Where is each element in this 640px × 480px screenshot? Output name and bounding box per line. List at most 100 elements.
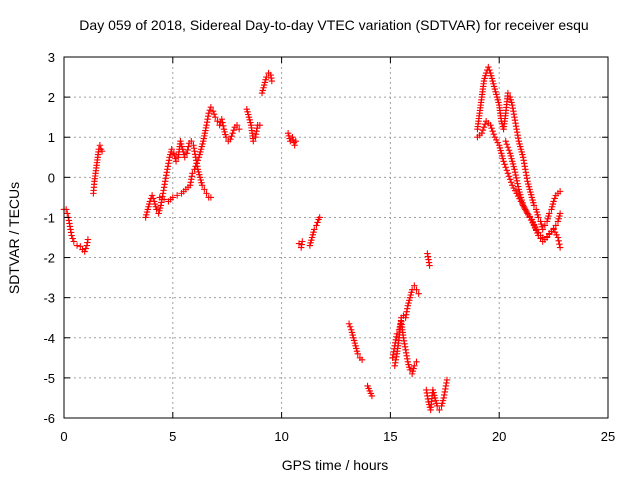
data-point bbox=[153, 206, 160, 213]
data-point bbox=[250, 138, 257, 145]
data-point bbox=[235, 126, 243, 133]
data-point bbox=[443, 376, 451, 384]
data-point bbox=[556, 240, 563, 248]
data-point bbox=[230, 127, 237, 134]
data-point bbox=[68, 232, 75, 239]
data-point bbox=[556, 210, 564, 217]
data-point bbox=[150, 195, 157, 202]
data-point bbox=[81, 248, 88, 255]
y-tick-label: -3 bbox=[43, 291, 55, 306]
data-point bbox=[535, 214, 542, 221]
data-point bbox=[84, 236, 92, 243]
data-point bbox=[206, 106, 213, 114]
data-point bbox=[556, 244, 564, 251]
data-point bbox=[169, 194, 176, 201]
data-point bbox=[184, 146, 191, 154]
data-point bbox=[546, 210, 553, 217]
data-point bbox=[504, 144, 512, 151]
plot-frame bbox=[63, 56, 609, 419]
data-point bbox=[219, 119, 226, 126]
x-tick-label: 0 bbox=[60, 429, 67, 444]
data-point bbox=[500, 158, 507, 165]
data-point bbox=[194, 157, 202, 164]
data-point bbox=[368, 392, 376, 400]
data-points bbox=[60, 63, 564, 414]
y-tick-label: 0 bbox=[48, 170, 55, 185]
y-tick-label: 2 bbox=[48, 90, 55, 105]
data-point bbox=[486, 66, 493, 74]
data-point bbox=[488, 124, 495, 132]
data-point bbox=[148, 192, 156, 199]
data-point bbox=[413, 286, 420, 293]
data-point bbox=[160, 196, 168, 203]
data-point bbox=[181, 154, 188, 161]
data-point bbox=[530, 202, 538, 209]
data-point bbox=[183, 150, 191, 157]
y-axis-label: SDTVAR / TECUs bbox=[6, 182, 22, 294]
data-point bbox=[222, 134, 230, 141]
data-point bbox=[314, 219, 321, 226]
data-point bbox=[554, 234, 562, 241]
data-point bbox=[291, 142, 298, 149]
data-point bbox=[505, 147, 513, 154]
data-point bbox=[299, 238, 306, 245]
data-point bbox=[346, 323, 354, 330]
x-axis-ticks: 0 5 10 15 20 25 bbox=[60, 57, 615, 444]
data-point bbox=[203, 190, 210, 197]
data-point bbox=[504, 89, 512, 97]
data-point bbox=[207, 194, 215, 201]
data-point bbox=[514, 180, 521, 187]
data-point bbox=[73, 242, 81, 249]
data-point bbox=[168, 146, 175, 153]
data-point bbox=[507, 179, 515, 186]
data-point bbox=[354, 350, 361, 358]
data-point bbox=[503, 167, 511, 174]
data-point bbox=[209, 107, 217, 115]
chart-title: Day 059 of 2018, Sidereal Day-to-day VTE… bbox=[79, 17, 588, 33]
data-point bbox=[505, 173, 513, 180]
data-point bbox=[256, 121, 264, 129]
data-point bbox=[358, 356, 366, 364]
data-point bbox=[227, 136, 234, 143]
data-point bbox=[502, 138, 509, 145]
data-point bbox=[511, 166, 518, 173]
data-point bbox=[201, 186, 208, 193]
data-point bbox=[550, 198, 557, 205]
data-point bbox=[406, 366, 414, 374]
x-tick-label: 10 bbox=[274, 429, 288, 444]
x-tick-label: 5 bbox=[169, 429, 176, 444]
y-tick-label: 3 bbox=[48, 50, 55, 65]
data-point bbox=[292, 138, 299, 145]
data-point bbox=[96, 142, 104, 149]
data-point bbox=[185, 143, 192, 150]
data-point bbox=[541, 222, 549, 229]
data-point bbox=[504, 170, 512, 177]
data-point bbox=[512, 171, 519, 179]
x-tick-label: 15 bbox=[383, 429, 397, 444]
data-point bbox=[189, 170, 196, 177]
x-tick-label: 25 bbox=[601, 429, 615, 444]
data-point bbox=[411, 282, 418, 289]
y-tick-label: -6 bbox=[43, 411, 55, 426]
data-point bbox=[487, 121, 494, 129]
data-point bbox=[220, 122, 227, 130]
data-point bbox=[556, 188, 564, 195]
data-point bbox=[295, 240, 303, 247]
data-point bbox=[479, 127, 487, 134]
y-axis-ticks: -6 -5 -4 -3 -2 -1 0 1 2 3 bbox=[43, 50, 608, 426]
data-point bbox=[415, 290, 422, 297]
data-point bbox=[263, 73, 270, 81]
data-point bbox=[172, 158, 180, 165]
data-point bbox=[413, 358, 420, 366]
data-point bbox=[207, 103, 215, 111]
data-point bbox=[191, 166, 198, 173]
data-point bbox=[212, 113, 219, 121]
data-point bbox=[552, 222, 559, 229]
data-point bbox=[436, 406, 443, 414]
data-point bbox=[480, 123, 488, 131]
y-tick-label: -4 bbox=[43, 331, 55, 346]
data-point bbox=[192, 163, 199, 170]
data-point bbox=[156, 194, 163, 201]
data-point bbox=[205, 109, 212, 117]
y-tick-label: -1 bbox=[43, 210, 55, 225]
